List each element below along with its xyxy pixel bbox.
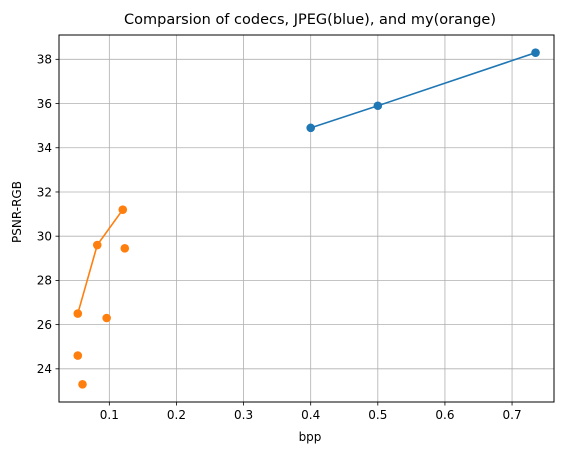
x-tick-label: 0.5 <box>368 408 387 422</box>
data-point <box>306 123 315 133</box>
y-axis-ticks: 24 26 28 30 32 34 36 38 <box>37 53 59 376</box>
x-tick-label: 0.3 <box>234 408 253 422</box>
y-axis-label: PSNR-RGB <box>10 181 24 243</box>
x-axis-ticks: 0.1 0.2 0.3 0.4 0.5 0.6 0.7 <box>100 402 522 422</box>
plot-frame <box>58 34 555 403</box>
data-point <box>531 48 540 57</box>
x-tick-label: 0.6 <box>435 408 454 422</box>
data-point <box>373 101 383 111</box>
data-point <box>120 244 130 253</box>
data-point <box>78 380 87 389</box>
series-1 <box>306 48 540 133</box>
data-point <box>118 205 128 214</box>
data-point <box>73 309 83 318</box>
data-point <box>102 313 111 323</box>
x-axis-label: bpp <box>299 430 322 444</box>
y-tick-label: 38 <box>37 53 52 67</box>
data-point <box>92 240 102 250</box>
y-tick-label: 32 <box>37 185 52 199</box>
y-tick-label: 36 <box>37 97 52 111</box>
y-tick-label: 30 <box>37 229 52 243</box>
y-tick-label: 24 <box>37 362 52 376</box>
series-2 <box>73 205 130 389</box>
data-point <box>73 351 83 360</box>
grid <box>59 35 554 402</box>
y-tick-label: 34 <box>37 141 52 155</box>
x-tick-label: 0.1 <box>100 408 119 422</box>
x-tick-label: 0.4 <box>301 408 320 422</box>
y-tick-label: 26 <box>37 318 52 332</box>
y-tick-label: 28 <box>37 274 52 288</box>
series-layer <box>73 48 540 389</box>
x-tick-label: 0.2 <box>167 408 186 422</box>
chart-title: Comparsion of codecs, JPEG(blue), and my… <box>124 12 496 28</box>
x-tick-label: 0.7 <box>503 408 522 422</box>
